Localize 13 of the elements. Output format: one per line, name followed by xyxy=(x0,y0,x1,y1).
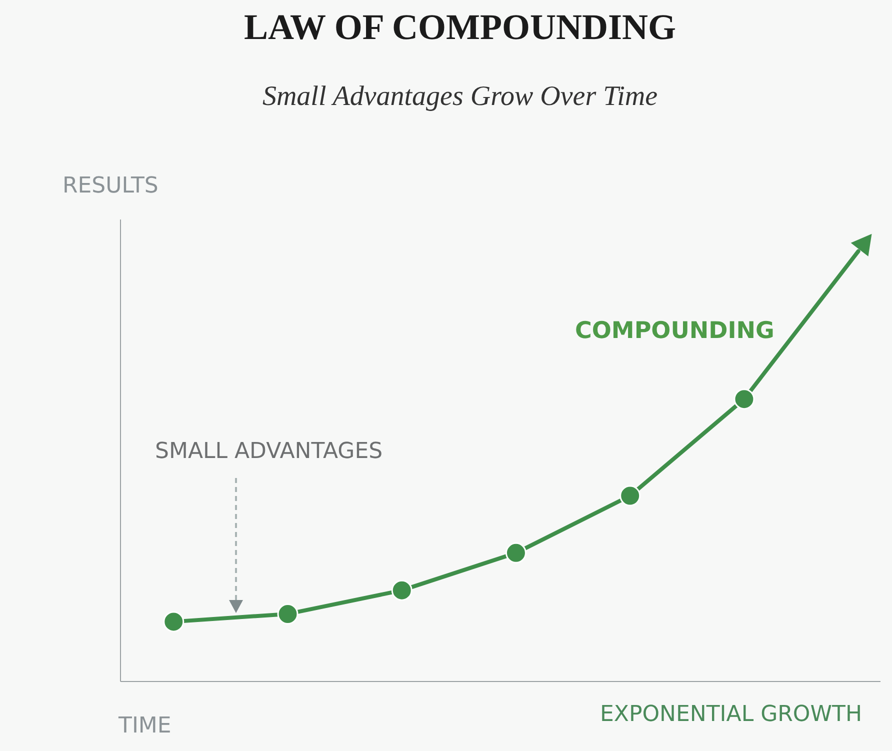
point xyxy=(277,603,298,624)
y-axis-title: RESULTS xyxy=(62,174,158,198)
point xyxy=(734,388,755,410)
point xyxy=(505,542,526,564)
point xyxy=(163,611,184,632)
text: EXPONENTIAL GROWTH xyxy=(600,702,862,727)
chart-title: LAW OF COMPOUNDING xyxy=(244,7,676,47)
annotation: COMPOUNDING xyxy=(575,318,774,344)
point xyxy=(391,580,412,601)
x-axis-title: TIME xyxy=(118,714,172,738)
chart-subtitle: Small Advantages Grow Over Time xyxy=(262,81,658,112)
annotation: SMALL ADVANTAGES xyxy=(155,439,383,464)
point xyxy=(620,485,641,506)
